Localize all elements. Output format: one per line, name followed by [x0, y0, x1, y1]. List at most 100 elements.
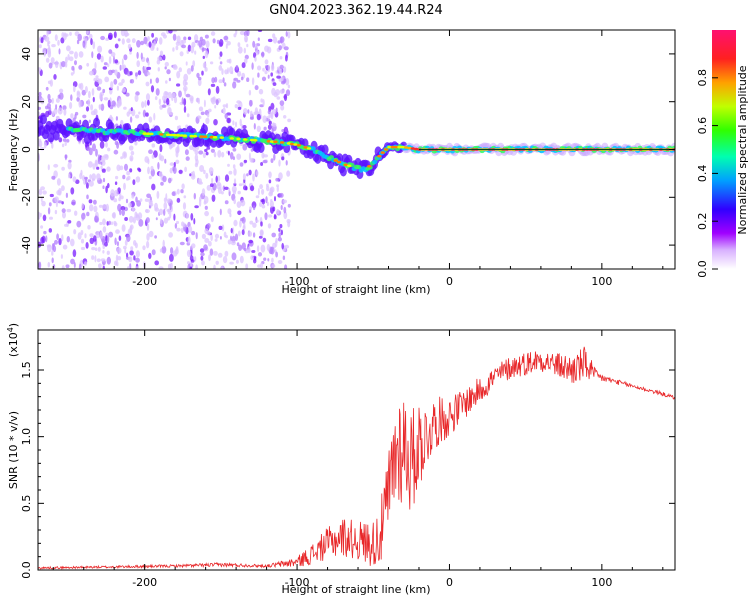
spectrogram-noise-cell [181, 183, 185, 190]
spectrogram-noise-cell [81, 202, 84, 210]
spectrogram-ridge-core [236, 137, 241, 141]
spectrogram-noise-cell [238, 183, 243, 187]
spectrogram-noise-cell [201, 70, 204, 76]
spectrogram-noise-cell [222, 256, 228, 264]
spectrogram-noise-cell [86, 194, 89, 200]
spectrogram-noise-cell [51, 257, 54, 264]
spectrogram-noise-cell [104, 241, 108, 247]
spectrogram-noise-cell [64, 154, 67, 161]
spectrogram-ridge-core [286, 142, 291, 145]
spectrogram-noise-cell [227, 163, 230, 167]
spectrogram-noise-cell [236, 153, 242, 160]
spectrogram-noise-cell [60, 254, 64, 259]
spectrogram-noise-cell [274, 240, 278, 248]
spectrogram-noise-cell [190, 65, 194, 72]
spectrogram-noise-cell [196, 72, 200, 78]
spectrogram-noise-cell [46, 103, 52, 109]
spectrogram-noise-cell [97, 45, 103, 53]
spectrogram-noise-cell [178, 67, 182, 73]
spectrogram-noise-cell [78, 263, 82, 269]
spectrogram-noise-cell [45, 235, 48, 243]
spectrogram-noise-cell [123, 106, 127, 110]
spectrogram-noise-cell [241, 62, 246, 69]
spectrogram-noise-cell [264, 212, 268, 221]
spectrogram-noise-cell [106, 221, 109, 226]
spectrogram-noise-cell [58, 238, 62, 246]
spectrogram-noise-cell [203, 244, 208, 251]
spectrogram-noise-cell [237, 210, 242, 216]
snr-y-tick-label: 0.0 [20, 561, 33, 579]
spectrogram-noise-cell [123, 54, 128, 61]
spectrogram-noise-cell [173, 162, 176, 168]
spectrogram-noise-cell [136, 200, 142, 207]
spectrogram-noise-cell [140, 52, 143, 60]
spectrogram-ridge-core [407, 146, 412, 150]
spectrogram-noise-cell [157, 67, 160, 72]
spectrogram-noise-cell [217, 175, 221, 182]
spectrogram-noise-cell [116, 164, 121, 172]
spectrogram-noise-cell [145, 93, 151, 101]
spectrogram-noise-cell [223, 35, 229, 41]
spectrogram-noise-cell [218, 56, 221, 60]
spectrogram-noise-cell [267, 38, 273, 43]
spectrogram-noise-cell [251, 250, 256, 253]
spectrogram-noise-cell [95, 148, 98, 157]
spectrogram-ridge-core [253, 139, 258, 142]
spectrogram-noise-cell [194, 256, 197, 262]
spectrogram-noise-cell [138, 111, 141, 115]
spectrogram-noise-cell [38, 111, 41, 117]
spectrogram-noise-cell [57, 107, 63, 115]
spectrogram-noise-cell [38, 188, 43, 196]
spectrogram-noise-cell [158, 98, 162, 106]
spectrogram-noise-cell [287, 221, 291, 228]
spectrogram-noise-cell [166, 98, 170, 105]
spectrogram-noise-cell [129, 79, 132, 84]
spectrogram-noise-cell [90, 110, 96, 116]
spectrogram-noise-cell [172, 30, 178, 33]
spectrogram-noise-cell [118, 197, 121, 202]
spectrogram-noise-cell [53, 163, 59, 168]
spectrogram-noise-cell [59, 88, 64, 94]
spectrogram-noise-cell [278, 159, 281, 167]
spectrogram-noise-cell [175, 45, 179, 51]
spectrogram-noise-cell [92, 163, 96, 170]
spectrogram-noise-cell [124, 163, 128, 171]
spectrogram-noise-cell [129, 51, 132, 55]
spectrogram-noise-cell [263, 126, 267, 131]
spectrogram-noise-cell [211, 194, 216, 202]
spectrogram-noise-cell [153, 112, 156, 121]
spectrogram-noise-cell [268, 214, 273, 218]
spectrogram-noise-cell [247, 109, 250, 114]
spectrogram-noise-cell [123, 245, 127, 250]
spectrogram-noise-cell [131, 194, 135, 199]
spectrogram-noise-cell [270, 158, 274, 164]
spectrogram-noise-cell [266, 201, 269, 207]
spectrogram-noise-cell [239, 255, 244, 264]
spectrogram-noise-cell [38, 106, 42, 110]
spectrogram-noise-cell [48, 202, 52, 207]
spectrogram-noise-cell [89, 204, 94, 212]
spectrogram-noise-cell [147, 60, 150, 66]
spectrogram-noise-cell [173, 96, 178, 104]
spectrogram-noise-cell [95, 75, 99, 79]
spectrogram-noise-cell [120, 30, 126, 37]
spectrogram-noise-cell [110, 52, 116, 57]
spectrogram-noise-cell [228, 187, 231, 192]
spectrogram-noise-cell [89, 237, 95, 244]
spectrogram-noise-cell [266, 46, 272, 54]
spectrogram-noise-cell [255, 219, 259, 223]
spectrogram-noise-cell [102, 226, 107, 233]
spectrogram-noise-cell [117, 256, 122, 261]
spectrogram-noise-cell [145, 217, 150, 224]
spectrogram-noise-cell [197, 97, 200, 105]
spectrogram-noise-cell [213, 151, 217, 158]
spectrogram-noise-cell [41, 235, 46, 244]
spectrogram-noise-cell [49, 193, 54, 198]
spectrogram-noise-cell [143, 36, 148, 45]
spectrogram-noise-cell [48, 228, 52, 233]
spectrogram-noise-cell [279, 89, 285, 94]
spectrogram-noise-cell [86, 62, 90, 67]
spectrogram-noise-cell [234, 104, 238, 109]
spectrogram-noise-cell [84, 261, 88, 266]
